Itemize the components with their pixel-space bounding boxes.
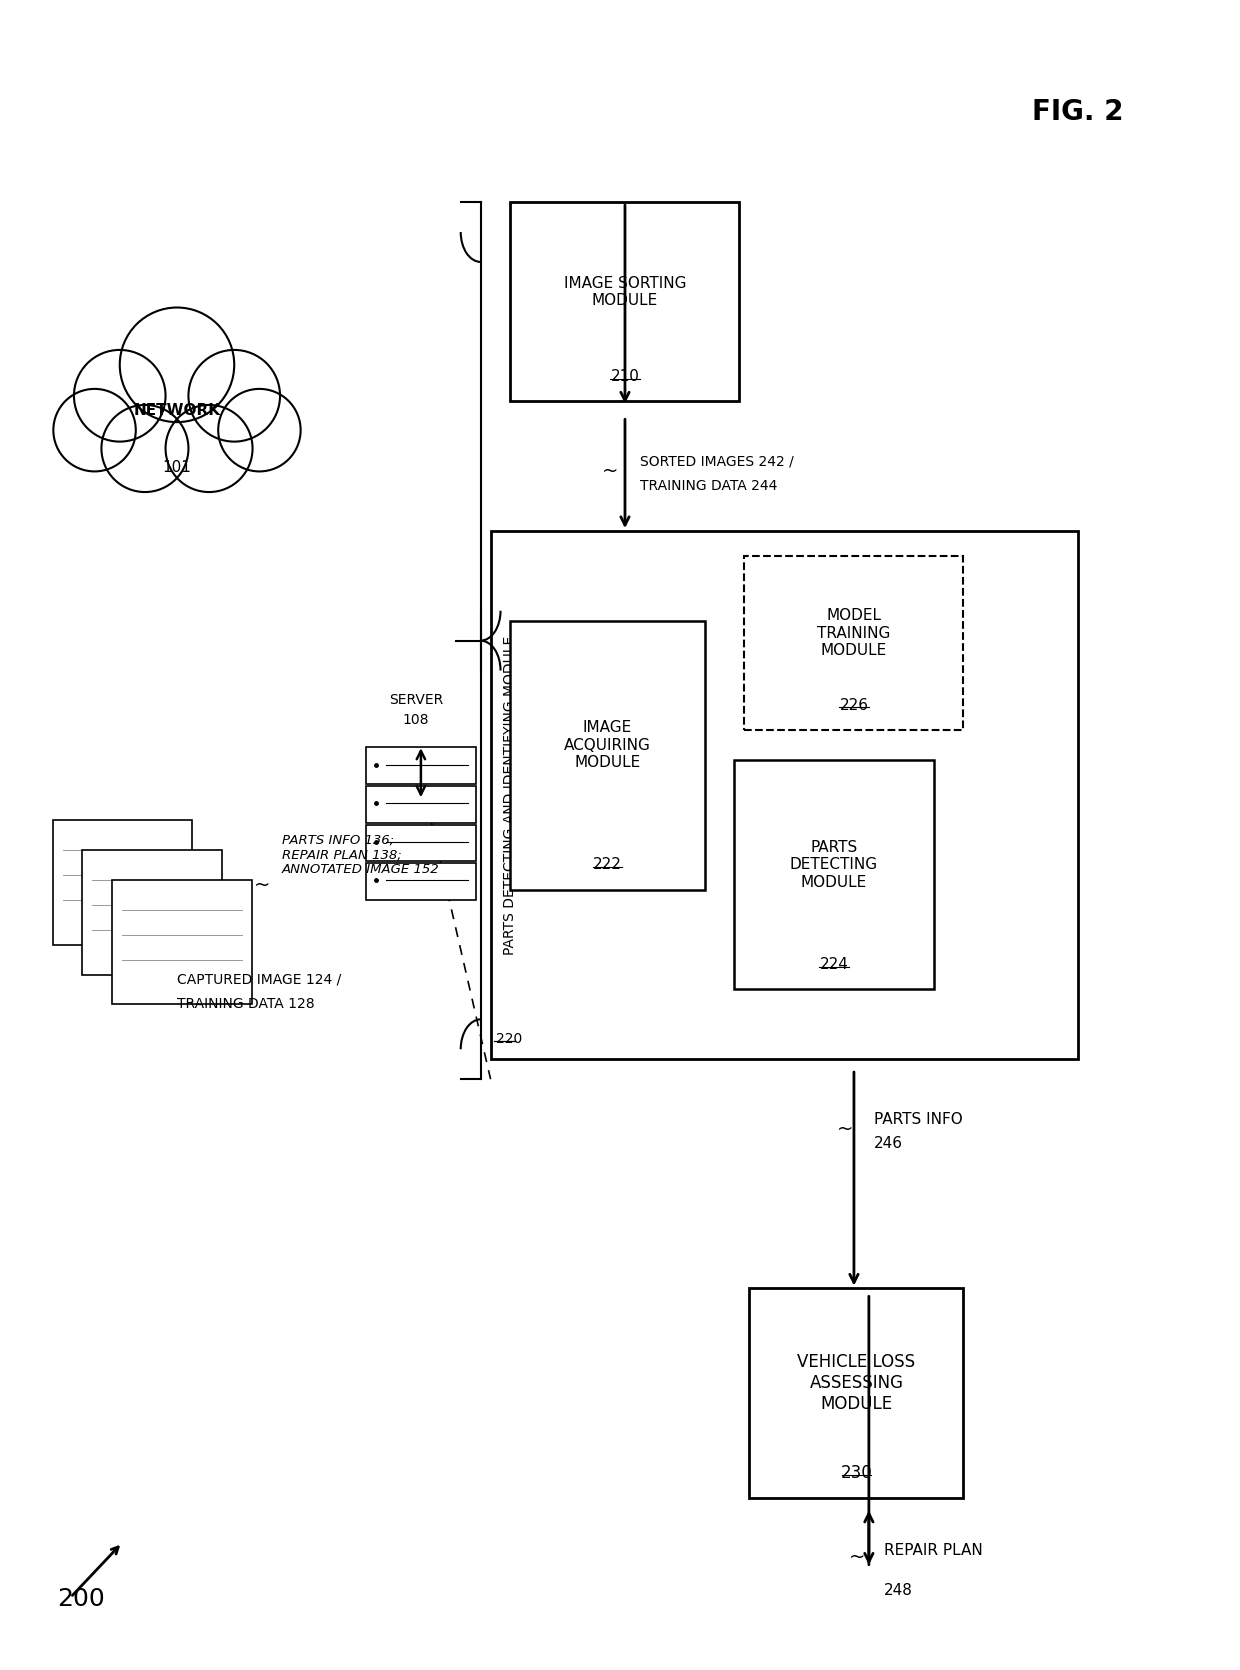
Text: 230: 230 <box>841 1465 872 1481</box>
Text: SORTED IMAGES 242 /: SORTED IMAGES 242 / <box>640 454 794 468</box>
Text: PARTS DETECTING AND IDENTIFYING MODULE: PARTS DETECTING AND IDENTIFYING MODULE <box>502 636 517 955</box>
Text: 226: 226 <box>839 698 868 713</box>
Bar <box>366 746 476 783</box>
Text: ~: ~ <box>837 1119 853 1139</box>
Bar <box>491 531 1078 1059</box>
Text: 222: 222 <box>593 857 622 872</box>
Bar <box>734 760 934 990</box>
Bar <box>511 621 704 890</box>
Text: SERVER: SERVER <box>389 693 443 708</box>
Text: 101: 101 <box>162 461 191 476</box>
Bar <box>744 556 963 730</box>
Text: ~: ~ <box>601 461 619 481</box>
Circle shape <box>53 389 135 471</box>
Text: ~: ~ <box>253 875 270 895</box>
Text: IMAGE SORTING
MODULE: IMAGE SORTING MODULE <box>564 276 686 307</box>
Text: 220: 220 <box>496 1032 522 1047</box>
Text: MODEL
TRAINING
MODULE: MODEL TRAINING MODULE <box>817 608 890 658</box>
Text: 224: 224 <box>820 957 848 972</box>
Text: NETWORK: NETWORK <box>134 402 221 418</box>
Text: PARTS
DETECTING
MODULE: PARTS DETECTING MODULE <box>790 840 878 890</box>
Bar <box>52 820 192 945</box>
Text: PARTS INFO 136;
REPAIR PLAN 138;
ANNOTATED IMAGE 152: PARTS INFO 136; REPAIR PLAN 138; ANNOTAT… <box>281 833 439 877</box>
Circle shape <box>74 351 166 441</box>
Circle shape <box>218 389 300 471</box>
Bar <box>366 863 476 900</box>
Text: TRAINING DATA 128: TRAINING DATA 128 <box>177 997 315 1012</box>
Text: PARTS INFO: PARTS INFO <box>874 1112 962 1127</box>
Text: 108: 108 <box>403 713 429 728</box>
Text: CAPTURED IMAGE 124 /: CAPTURED IMAGE 124 / <box>177 972 341 987</box>
Bar <box>82 850 222 975</box>
Text: 210: 210 <box>610 369 640 384</box>
Text: 246: 246 <box>874 1137 903 1152</box>
Text: ~: ~ <box>848 1548 866 1566</box>
Text: VEHICLE LOSS
ASSESSING
MODULE: VEHICLE LOSS ASSESSING MODULE <box>797 1353 915 1413</box>
Bar <box>749 1289 963 1498</box>
Text: 248: 248 <box>884 1583 913 1598</box>
Text: TRAINING DATA 244: TRAINING DATA 244 <box>640 479 777 493</box>
Text: IMAGE
ACQUIRING
MODULE: IMAGE ACQUIRING MODULE <box>564 720 651 770</box>
Text: FIG. 2: FIG. 2 <box>1032 99 1123 127</box>
Text: 200: 200 <box>57 1588 105 1612</box>
Bar <box>366 825 476 862</box>
Text: REPAIR PLAN: REPAIR PLAN <box>884 1543 982 1558</box>
Circle shape <box>120 307 234 423</box>
Circle shape <box>166 404 253 493</box>
Circle shape <box>102 404 188 493</box>
Bar <box>113 880 252 1004</box>
Bar <box>511 202 739 401</box>
Circle shape <box>188 351 280 441</box>
Bar <box>366 787 476 823</box>
